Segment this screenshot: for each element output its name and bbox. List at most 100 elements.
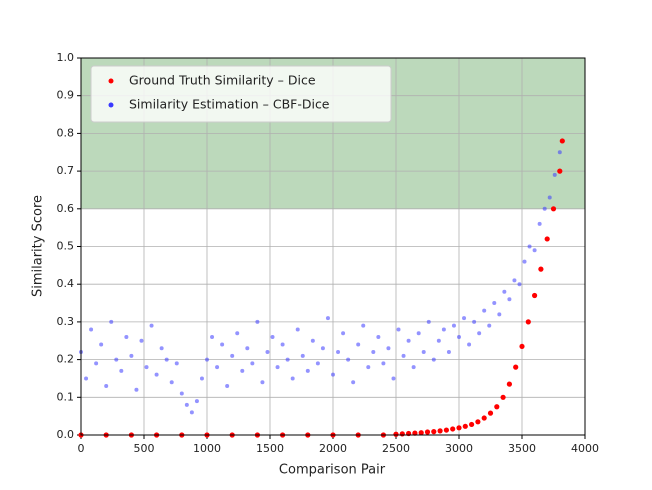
point [522, 259, 527, 264]
point [437, 428, 443, 434]
y-tick-label: 0.3 [57, 315, 75, 328]
point [194, 399, 199, 404]
point [310, 338, 315, 343]
point [275, 365, 280, 370]
point [547, 195, 552, 200]
point [487, 410, 494, 416]
point [346, 357, 351, 362]
point [220, 342, 225, 347]
point [418, 430, 424, 436]
point [502, 289, 507, 294]
point [154, 372, 159, 377]
point [494, 404, 500, 410]
legend-marker [108, 78, 114, 84]
point [424, 429, 431, 435]
y-tick-label: 0.4 [57, 277, 75, 290]
point [104, 383, 109, 388]
point [205, 357, 209, 362]
point [393, 431, 399, 437]
point [527, 244, 532, 249]
point [366, 365, 371, 370]
legend-label: Ground Truth Similarity – Dice [129, 73, 316, 88]
y-tick-label: 0.6 [57, 202, 75, 215]
x-tick-label: 3000 [445, 442, 473, 455]
point [532, 292, 538, 299]
y-tick-label: 0.8 [57, 126, 75, 139]
point [199, 376, 204, 381]
point [396, 327, 401, 332]
point [450, 426, 456, 432]
point [431, 429, 437, 435]
point [557, 168, 563, 174]
point [325, 316, 330, 321]
point [215, 365, 220, 370]
point [94, 361, 99, 366]
point [371, 350, 376, 355]
point [456, 425, 462, 431]
x-tick-label: 0 [78, 442, 85, 455]
point [481, 415, 487, 421]
point [401, 353, 406, 358]
x-tick-label: 2000 [319, 442, 347, 455]
point [451, 323, 456, 328]
point [497, 312, 502, 317]
point [164, 357, 169, 362]
point [542, 206, 547, 211]
point [475, 419, 481, 425]
point [436, 338, 441, 343]
point [109, 319, 114, 324]
y-tick-label: 0.2 [57, 353, 75, 366]
point [84, 376, 89, 381]
point [285, 357, 290, 362]
point [240, 368, 245, 373]
point [230, 353, 235, 358]
y-tick-label: 0.1 [57, 390, 75, 403]
point [149, 323, 154, 328]
point [169, 380, 174, 385]
x-tick-label: 500 [134, 442, 155, 455]
point [356, 342, 361, 347]
point [492, 301, 497, 306]
point [513, 364, 519, 370]
point [559, 138, 565, 144]
y-tick-label: 0.7 [57, 164, 75, 177]
point [119, 368, 124, 373]
point [487, 323, 492, 328]
y-tick-label: 0.0 [57, 428, 75, 441]
legend: Ground Truth Similarity – Dice Similarity… [90, 65, 392, 123]
legend-marker [108, 102, 114, 108]
point [189, 410, 194, 415]
legend-label: Similarity Estimation – CBF-Dice [129, 97, 330, 112]
point [341, 331, 346, 336]
point [315, 361, 320, 366]
point [462, 316, 467, 321]
legend-box [90, 65, 392, 123]
point [124, 334, 129, 339]
point [139, 338, 144, 343]
point [421, 350, 426, 355]
point [412, 430, 418, 436]
point [99, 342, 104, 347]
point [245, 346, 250, 351]
point [538, 266, 544, 272]
point [361, 323, 366, 328]
point [260, 380, 265, 385]
point [500, 394, 506, 400]
point [305, 368, 310, 373]
point [517, 282, 522, 287]
point [89, 327, 94, 332]
point [443, 427, 449, 433]
point [532, 248, 537, 253]
point [550, 206, 557, 212]
point [507, 297, 512, 302]
point [265, 350, 270, 355]
point [426, 319, 431, 324]
point [519, 343, 525, 350]
point [472, 319, 477, 324]
point [179, 391, 184, 396]
point [544, 236, 550, 242]
point [467, 342, 472, 347]
point [512, 278, 517, 283]
point [557, 150, 562, 155]
y-axis-label: Similarity Score [31, 195, 46, 297]
